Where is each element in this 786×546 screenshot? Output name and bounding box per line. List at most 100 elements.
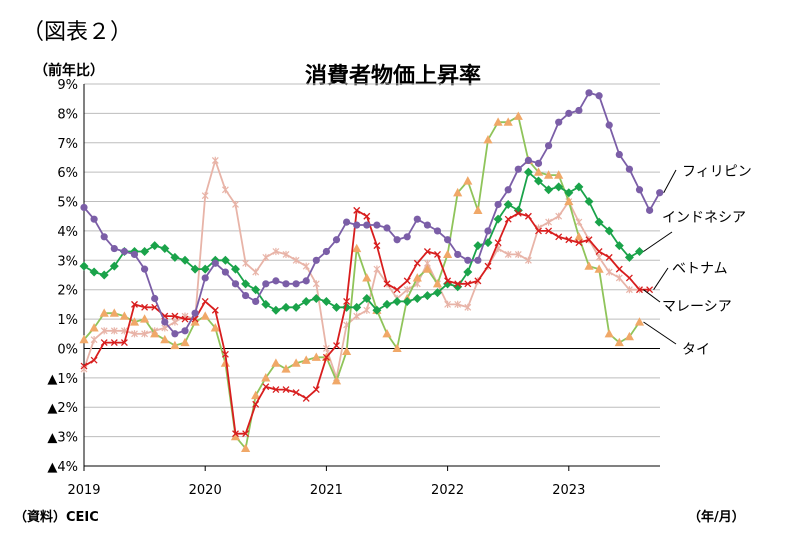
data-point bbox=[311, 294, 321, 304]
x-tick-label: 2023 bbox=[552, 483, 585, 498]
data-point bbox=[392, 296, 402, 306]
data-point bbox=[129, 317, 140, 326]
data-point bbox=[524, 212, 532, 220]
data-point bbox=[151, 294, 159, 303]
data-point bbox=[514, 165, 522, 173]
data-point bbox=[412, 273, 422, 282]
data-point bbox=[625, 165, 634, 173]
series-label: フィリピン bbox=[682, 164, 752, 180]
data-point bbox=[190, 317, 200, 326]
data-point bbox=[201, 192, 209, 200]
data-point bbox=[150, 241, 160, 251]
data-point bbox=[302, 262, 310, 270]
y-tick-label: 8% bbox=[57, 107, 78, 122]
data-point bbox=[231, 280, 240, 288]
data-point bbox=[454, 280, 462, 288]
data-point bbox=[322, 247, 330, 256]
data-point bbox=[382, 328, 392, 338]
data-point bbox=[79, 261, 89, 271]
data-point bbox=[524, 156, 533, 164]
data-point bbox=[474, 256, 482, 264]
data-point bbox=[555, 118, 563, 126]
data-point bbox=[383, 280, 391, 288]
data-point bbox=[423, 221, 431, 229]
data-point bbox=[322, 353, 330, 361]
data-point bbox=[594, 217, 604, 227]
data-point bbox=[292, 256, 300, 264]
series-leader-line bbox=[653, 267, 669, 290]
data-point bbox=[252, 400, 260, 408]
data-point bbox=[594, 264, 604, 273]
data-point bbox=[483, 238, 493, 248]
data-point bbox=[634, 317, 645, 326]
y-tick-label: 5% bbox=[57, 196, 78, 211]
data-point bbox=[362, 273, 372, 282]
data-point bbox=[624, 252, 634, 262]
data-point bbox=[484, 262, 492, 270]
data-point bbox=[131, 330, 138, 338]
data-point bbox=[454, 300, 462, 308]
data-point bbox=[555, 233, 563, 241]
data-point bbox=[171, 312, 179, 320]
data-point bbox=[312, 256, 320, 264]
data-point bbox=[464, 303, 472, 311]
figure-number: （図表２） bbox=[22, 20, 133, 45]
data-point bbox=[252, 268, 260, 276]
data-point bbox=[585, 236, 593, 244]
data-point bbox=[181, 327, 189, 335]
data-point bbox=[191, 309, 199, 317]
data-point bbox=[99, 270, 109, 280]
data-point bbox=[494, 239, 502, 247]
data-point bbox=[201, 274, 209, 282]
data-point bbox=[110, 339, 118, 347]
data-point bbox=[291, 358, 301, 367]
data-point bbox=[333, 342, 340, 349]
data-point bbox=[131, 300, 138, 308]
data-point bbox=[595, 92, 603, 100]
data-point bbox=[311, 352, 321, 361]
data-point bbox=[201, 297, 209, 305]
data-point bbox=[444, 300, 452, 308]
y-tick-label: 1% bbox=[57, 313, 78, 328]
data-point bbox=[282, 250, 290, 259]
data-point bbox=[625, 274, 633, 282]
data-point bbox=[646, 206, 654, 214]
data-point bbox=[90, 356, 98, 364]
data-point bbox=[200, 264, 210, 274]
series-leader-line bbox=[643, 289, 661, 303]
data-point bbox=[503, 199, 513, 209]
data-point bbox=[614, 337, 624, 347]
data-point bbox=[271, 358, 281, 367]
data-point bbox=[402, 296, 412, 306]
data-point bbox=[545, 142, 553, 150]
y-tick-label: 7% bbox=[57, 137, 78, 152]
data-point bbox=[504, 250, 512, 259]
data-point bbox=[301, 355, 311, 364]
data-point bbox=[614, 241, 624, 251]
data-point bbox=[544, 170, 554, 179]
data-point bbox=[271, 305, 281, 315]
data-point bbox=[343, 218, 351, 226]
data-point bbox=[231, 264, 240, 274]
data-point bbox=[454, 250, 462, 259]
data-point bbox=[656, 189, 664, 197]
data-point bbox=[412, 294, 422, 304]
data-point bbox=[372, 305, 382, 315]
y-tick-label: 4% bbox=[57, 225, 78, 240]
data-point bbox=[262, 280, 270, 288]
data-point bbox=[170, 340, 180, 350]
data-point bbox=[261, 299, 271, 309]
series-label: マレーシア bbox=[662, 299, 732, 315]
data-point bbox=[200, 311, 210, 320]
data-point bbox=[464, 256, 472, 264]
data-point bbox=[292, 280, 300, 288]
data-point bbox=[120, 247, 128, 256]
y-tick-label: 2% bbox=[57, 284, 78, 299]
data-point bbox=[251, 285, 261, 295]
data-point bbox=[302, 277, 310, 285]
data-point bbox=[109, 261, 119, 271]
data-point bbox=[261, 373, 271, 382]
data-point bbox=[80, 362, 88, 370]
data-point bbox=[524, 256, 532, 264]
data-point bbox=[130, 250, 139, 259]
